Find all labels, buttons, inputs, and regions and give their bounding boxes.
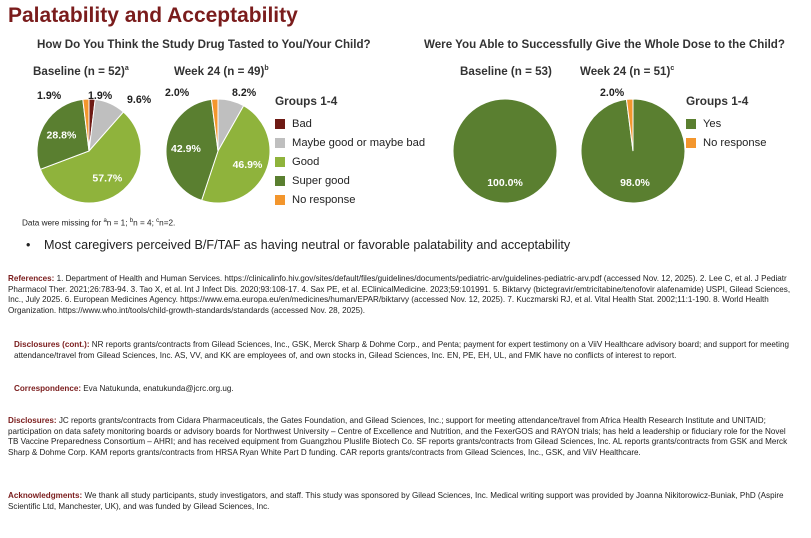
pie-title-dose-baseline: Baseline (n = 53) xyxy=(460,65,552,78)
pie-slice-super-good xyxy=(36,98,90,170)
pie-title-taste-baseline: Baseline (n = 52)a xyxy=(33,65,129,78)
label-taste-week24-no-response: 2.0% xyxy=(165,87,190,99)
legend-swatch xyxy=(275,194,285,205)
pie-slice-good xyxy=(39,111,142,204)
legend-swatch xyxy=(275,175,285,186)
missing-data-note: Data were missing for an = 1; bn = 4; cn… xyxy=(22,218,176,228)
label-taste-baseline-no-response: 1.9% xyxy=(37,90,62,102)
legend-title: Groups 1-4 xyxy=(686,94,749,108)
legend-item-no-response: No response xyxy=(686,133,766,152)
pie-chart-taste-week24: 46.9% 42.9% xyxy=(165,98,271,204)
label-taste-baseline-maybe: 9.6% xyxy=(127,94,152,106)
pie-slice-no-response xyxy=(625,98,634,152)
pie-chart-dose-week24: 98.0% xyxy=(580,98,686,204)
right-panel-heading: Were You Able to Successfully Give the W… xyxy=(424,38,785,51)
legend-taste: Groups 1-4 Bad Maybe good or maybe bad G… xyxy=(275,94,425,209)
legend-item-no-response: No response xyxy=(275,190,425,209)
pie-label-super-good: 28.8% xyxy=(47,129,77,141)
pie-title-taste-week24: Week 24 (n = 49)b xyxy=(174,65,269,78)
legend-item-bad: Bad xyxy=(275,114,425,133)
key-finding-bullet: • Most caregivers perceived B/F/TAF as ha… xyxy=(26,238,571,252)
disclosures-cont: Disclosures (cont.): NR reports grants/c… xyxy=(14,340,789,360)
left-panel-heading: How Do You Think the Study Drug Tasted t… xyxy=(37,38,371,51)
pie-label-yes: 100.0% xyxy=(487,177,523,189)
correspondence: Correspondence: Eva Natukunda, enatukund… xyxy=(14,384,234,393)
legend-swatch xyxy=(275,118,285,129)
pie-chart-dose-baseline: 100.0% xyxy=(452,98,558,204)
legend-swatch xyxy=(686,118,696,129)
acknowledgments: Acknowledgments: We thank all study part… xyxy=(8,491,784,511)
pie-chart-taste-baseline: 57.7% 28.8% xyxy=(36,98,142,204)
label-dose-week24-no-response: 2.0% xyxy=(600,87,625,99)
bullet-icon: • xyxy=(26,238,31,252)
legend-item-good: Good xyxy=(275,152,425,171)
legend-swatch xyxy=(275,137,285,148)
legend-item-maybe: Maybe good or maybe bad xyxy=(275,133,425,152)
label-taste-baseline-bad: 1.9% xyxy=(88,90,113,102)
legend-swatch xyxy=(686,137,696,148)
references: References: 1. Department of Health and … xyxy=(8,274,791,315)
legend-title: Groups 1-4 xyxy=(275,94,338,108)
legend-swatch xyxy=(275,156,285,167)
pie-label-good: 57.7% xyxy=(92,173,122,185)
pie-title-dose-week24: Week 24 (n = 51)c xyxy=(580,65,675,78)
legend-item-yes: Yes xyxy=(686,114,766,133)
pie-label-good: 46.9% xyxy=(233,159,263,171)
pie-label-super-good: 42.9% xyxy=(171,143,201,155)
page-title: Palatability and Acceptability xyxy=(8,4,298,27)
disclosures: Disclosures: JC reports grants/contracts… xyxy=(8,416,788,457)
pie-slice-yes xyxy=(452,98,558,204)
pie-label-yes: 98.0% xyxy=(620,177,650,189)
pie-slice-good xyxy=(200,105,271,204)
legend-dose: Groups 1-4 Yes No response xyxy=(686,94,766,152)
pie-slice-no-response xyxy=(210,98,219,152)
pie-slice-super-good xyxy=(165,98,219,201)
pie-slice-no-response xyxy=(82,98,90,152)
label-taste-week24-maybe: 8.2% xyxy=(232,87,257,99)
legend-item-super-good: Super good xyxy=(275,171,425,190)
